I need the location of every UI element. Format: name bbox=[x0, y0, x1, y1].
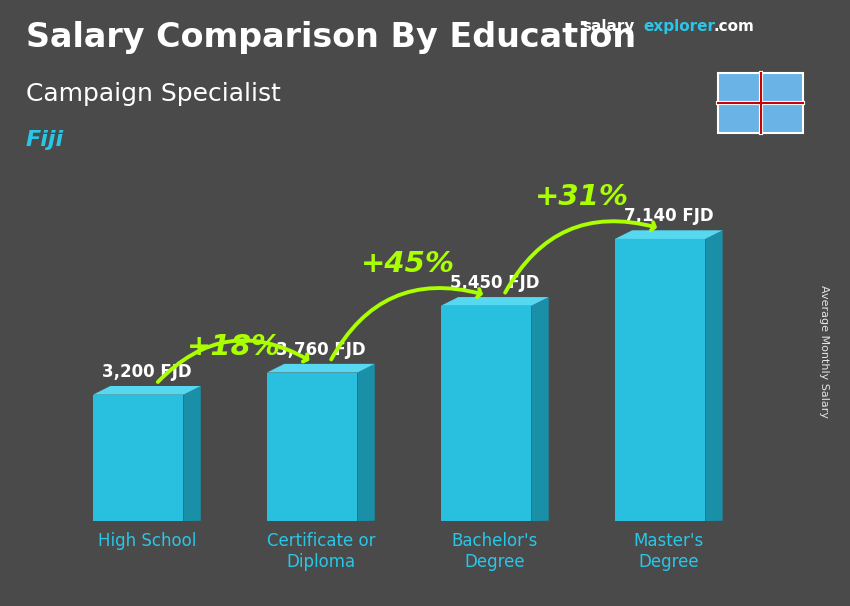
Bar bbox=[93, 395, 184, 521]
Polygon shape bbox=[615, 230, 722, 239]
Polygon shape bbox=[357, 364, 375, 521]
Polygon shape bbox=[706, 230, 722, 521]
Text: +18%: +18% bbox=[187, 333, 280, 361]
Text: 3,200 FJD: 3,200 FJD bbox=[102, 363, 192, 381]
Text: +45%: +45% bbox=[360, 250, 455, 278]
Text: explorer: explorer bbox=[643, 19, 716, 35]
Text: Average Monthly Salary: Average Monthly Salary bbox=[819, 285, 829, 418]
Text: Campaign Specialist: Campaign Specialist bbox=[26, 82, 280, 106]
Polygon shape bbox=[441, 297, 549, 306]
Polygon shape bbox=[531, 297, 549, 521]
Text: +31%: +31% bbox=[535, 183, 629, 211]
Text: .com: .com bbox=[713, 19, 754, 35]
Text: 3,760 FJD: 3,760 FJD bbox=[276, 341, 366, 359]
Text: Salary Comparison By Education: Salary Comparison By Education bbox=[26, 21, 636, 54]
Bar bbox=[267, 373, 357, 521]
Bar bbox=[441, 306, 531, 521]
Polygon shape bbox=[93, 386, 201, 395]
Text: 7,140 FJD: 7,140 FJD bbox=[624, 207, 713, 225]
Polygon shape bbox=[267, 364, 375, 373]
Bar bbox=[615, 239, 706, 521]
Text: Fiji: Fiji bbox=[26, 130, 64, 150]
Text: 5,450 FJD: 5,450 FJD bbox=[450, 274, 540, 292]
Text: salary: salary bbox=[582, 19, 635, 35]
Polygon shape bbox=[184, 386, 201, 521]
